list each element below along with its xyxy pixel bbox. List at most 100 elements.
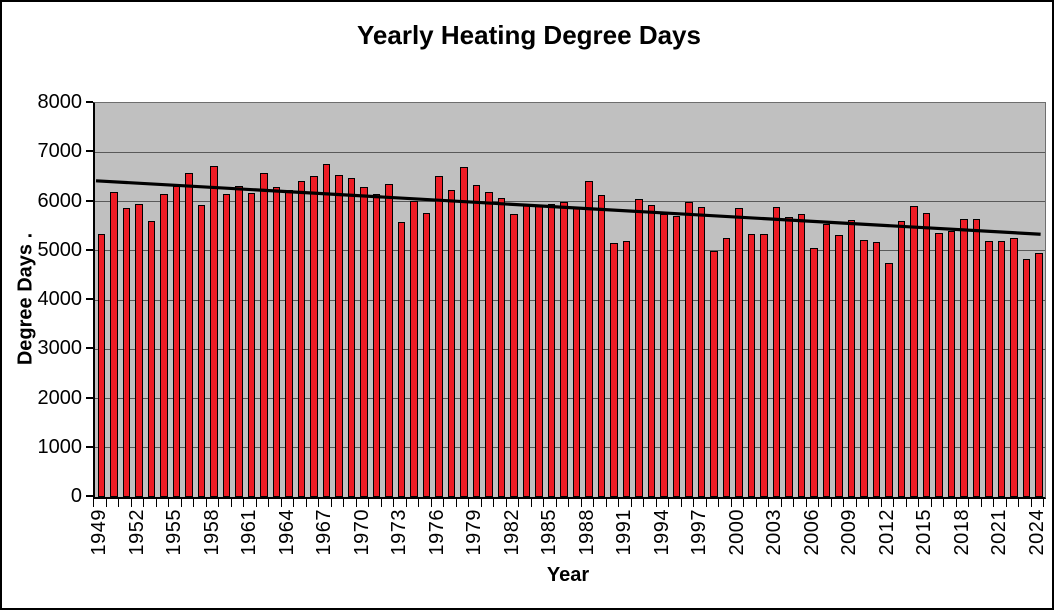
bar-2014 [910, 205, 918, 497]
bar-1950 [110, 191, 118, 497]
x-axis-tick [380, 498, 382, 507]
bar-1995 [672, 216, 680, 497]
y-axis-tick [86, 150, 93, 153]
x-axis-tick-label: 1961 [238, 509, 261, 556]
x-axis-tick-label: 1955 [163, 509, 186, 556]
bar-1967 [322, 163, 330, 497]
x-axis-tick-label: 1976 [425, 509, 448, 556]
x-axis-tick [143, 498, 144, 507]
bar-1957 [197, 205, 205, 497]
bar-1969 [347, 178, 355, 497]
gridline-3000 [95, 348, 1045, 350]
x-axis-tick [955, 498, 957, 507]
y-axis-tick [86, 495, 93, 497]
bar-1984 [535, 205, 543, 497]
y-axis-tick [86, 101, 93, 103]
x-axis-tick [430, 498, 432, 507]
bar-2007 [822, 224, 830, 497]
x-axis-title: Year [546, 564, 590, 586]
x-axis-tick-label: 1973 [388, 509, 411, 556]
x-axis-tick [268, 498, 269, 507]
bar-1960 [235, 186, 243, 497]
x-axis-tick-label: 1979 [463, 509, 486, 556]
chart-title: Yearly Heating Degree Days [357, 20, 701, 50]
x-axis-tick [280, 498, 282, 507]
bar-1965 [297, 181, 305, 497]
x-axis-tick [855, 498, 857, 507]
x-axis-tick [743, 498, 744, 507]
bar-2017 [947, 231, 955, 497]
bar-1958 [210, 166, 218, 497]
bar-1956 [185, 172, 193, 497]
bar-1978 [460, 167, 468, 497]
x-axis-tick [105, 498, 107, 507]
bar-2013 [897, 220, 905, 497]
x-axis-tick-label: 1988 [575, 509, 598, 556]
x-axis-tick [255, 498, 257, 507]
x-axis-tick [530, 498, 532, 507]
x-axis-tick [393, 498, 394, 507]
x-axis-tick-label: 2018 [950, 509, 973, 556]
x-axis-tick [580, 498, 582, 507]
x-axis-tick-label: 1997 [688, 509, 711, 556]
x-axis-tick [343, 498, 344, 507]
bar-1961 [247, 192, 255, 497]
bar-2001 [747, 233, 755, 497]
bar-1989 [597, 195, 605, 497]
bar-1999 [722, 237, 730, 497]
x-axis-tick [405, 498, 407, 507]
bar-1968 [335, 175, 343, 497]
x-axis-tick [793, 498, 794, 507]
bar-2012 [885, 262, 893, 497]
bar-1986 [560, 202, 568, 497]
bar-2010 [860, 239, 868, 497]
bar-2024 [1035, 253, 1043, 497]
bar-2022 [1010, 238, 1018, 497]
bar-1970 [360, 186, 368, 497]
bar-1987 [572, 207, 580, 497]
x-axis-tick [205, 498, 207, 507]
bar-1963 [272, 187, 280, 497]
x-axis-tick-label: 1958 [200, 509, 223, 556]
y-axis-tick [86, 445, 93, 448]
bar-2002 [760, 233, 768, 497]
bar-2008 [835, 235, 843, 497]
x-axis-tick [505, 498, 507, 507]
bar-1951 [122, 207, 130, 497]
bar-1981 [497, 198, 505, 497]
x-axis-tick [680, 498, 682, 507]
gridline-1000 [95, 447, 1045, 449]
x-axis-tick [293, 498, 294, 507]
x-axis-tick [643, 498, 644, 507]
gridline-2000 [95, 398, 1045, 399]
x-axis-tick [918, 498, 919, 507]
x-axis-tick [493, 498, 494, 507]
x-axis-tick [455, 498, 457, 507]
bar-1993 [647, 204, 655, 497]
bar-1953 [147, 220, 155, 497]
bar-1982 [510, 213, 518, 497]
gridline-5000 [95, 250, 1045, 252]
x-axis-tick-label: 2015 [913, 509, 936, 556]
y-axis-tick-label: 6000 [37, 189, 83, 212]
x-axis-tick [668, 498, 669, 507]
x-axis-tick-label: 1982 [500, 509, 523, 556]
x-axis-tick [618, 498, 619, 507]
x-axis-tick [655, 498, 657, 507]
x-axis-tick [943, 498, 944, 507]
bar-1988 [585, 181, 593, 497]
y-axis-tick-label: 4000 [37, 288, 83, 310]
x-axis-tick [168, 498, 169, 507]
x-axis-tick [693, 498, 694, 507]
x-axis-tick [980, 498, 982, 507]
x-axis-tick [468, 498, 469, 507]
x-axis-tick [868, 498, 869, 507]
x-axis-tick [805, 498, 807, 507]
x-axis-tick [968, 498, 969, 507]
bar-1977 [447, 190, 455, 497]
bar-1955 [172, 185, 180, 497]
bar-2018 [960, 218, 968, 497]
y-axis-tick-label: 1000 [37, 435, 83, 458]
bar-1983 [522, 203, 530, 497]
y-axis-tick [86, 248, 93, 251]
